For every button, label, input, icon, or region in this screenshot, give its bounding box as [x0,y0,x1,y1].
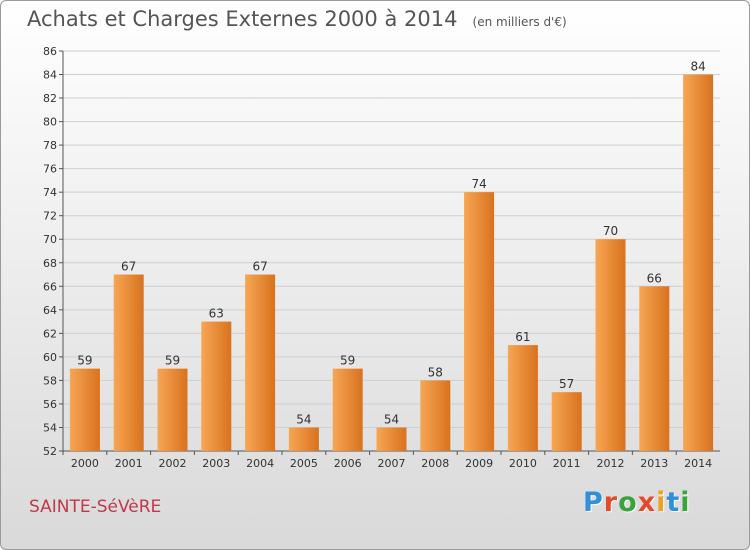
y-tick-label: 58 [43,374,57,387]
y-tick-label: 72 [43,210,57,223]
x-tick-label: 2014 [684,457,712,470]
y-tick-label: 64 [43,304,57,317]
y-tick-label: 76 [43,163,57,176]
bar-2012 [595,239,626,451]
bar-2001 [113,274,144,451]
y-tick-label: 82 [43,92,57,105]
value-label-2003: 63 [209,307,224,321]
x-tick-label: 2000 [71,457,99,470]
y-tick-label: 84 [43,69,57,82]
value-label-2005: 54 [296,412,311,426]
x-tick-label: 2006 [334,457,362,470]
value-label-2006: 59 [340,354,355,368]
y-tick-label: 52 [43,445,57,458]
y-tick-label: 66 [43,280,57,293]
x-tick-label: 2008 [421,457,449,470]
x-tick-label: 2005 [290,457,318,470]
bar-2011 [551,392,582,451]
value-label-2001: 67 [121,260,136,274]
logo-letter: P [583,487,604,518]
logo-letter: i [656,487,667,518]
value-label-2010: 61 [515,330,530,344]
y-tick-label: 54 [43,421,57,434]
x-tick-label: 2001 [115,457,143,470]
x-tick-label: 2007 [378,457,406,470]
y-tick-label: 62 [43,327,57,340]
logo-letter: o [618,487,638,518]
value-label-2008: 58 [428,365,443,379]
bar-2009 [464,192,495,452]
bar-2014 [683,74,714,451]
bar-2003 [201,321,232,451]
x-tick-label: 2012 [597,457,625,470]
x-tick-label: 2003 [202,457,230,470]
chart-unit: (en milliers d'€) [472,15,567,29]
bar-2005 [288,427,319,451]
bar-2010 [507,345,538,451]
bar-2002 [157,368,188,451]
x-tick-label: 2002 [159,457,187,470]
value-label-2013: 66 [647,271,662,285]
logo-letter: i [680,487,691,518]
bar-2004 [245,274,276,451]
title-row: Achats et Charges Externes 2000 à 2014 (… [27,7,567,31]
value-label-2002: 59 [165,354,180,368]
value-label-2004: 67 [252,260,267,274]
bar-2008 [420,380,451,451]
bar-2000 [69,368,100,451]
y-tick-label: 78 [43,139,57,152]
x-tick-label: 2010 [509,457,537,470]
chart-title: Achats et Charges Externes 2000 à 2014 [27,7,458,31]
x-tick-label: 2009 [465,457,493,470]
value-label-2000: 59 [77,354,92,368]
logo-letter: x [637,487,657,518]
x-tick-label: 2013 [640,457,668,470]
value-label-2011: 57 [559,377,574,391]
commune-name: SAINTE-SéVèRE [29,497,162,517]
x-tick-label: 2011 [553,457,581,470]
value-label-2012: 70 [603,224,618,238]
proxiti-logo: Proxiti [583,487,691,518]
logo-letter: r [603,487,619,518]
bar-2006 [332,368,363,451]
value-label-2007: 54 [384,412,399,426]
bars [69,74,714,452]
y-tick-label: 80 [43,116,57,129]
y-tick-label: 56 [43,398,57,411]
y-tick-label: 68 [43,257,57,270]
y-tick-label: 60 [43,351,57,364]
bar-2013 [639,286,670,451]
y-tick-label: 86 [43,45,57,58]
logo-letter: t [666,487,681,518]
bar-2007 [376,427,407,451]
value-labels: 59 67 59 63 67 54 59 54 58 74 61 57 70 66 84 [77,60,705,427]
value-label-2009: 74 [471,177,486,191]
y-tick-label: 74 [43,186,57,199]
y-tick-label: 70 [43,233,57,246]
x-tick-label: 2004 [246,457,274,470]
value-label-2014: 84 [690,60,705,74]
